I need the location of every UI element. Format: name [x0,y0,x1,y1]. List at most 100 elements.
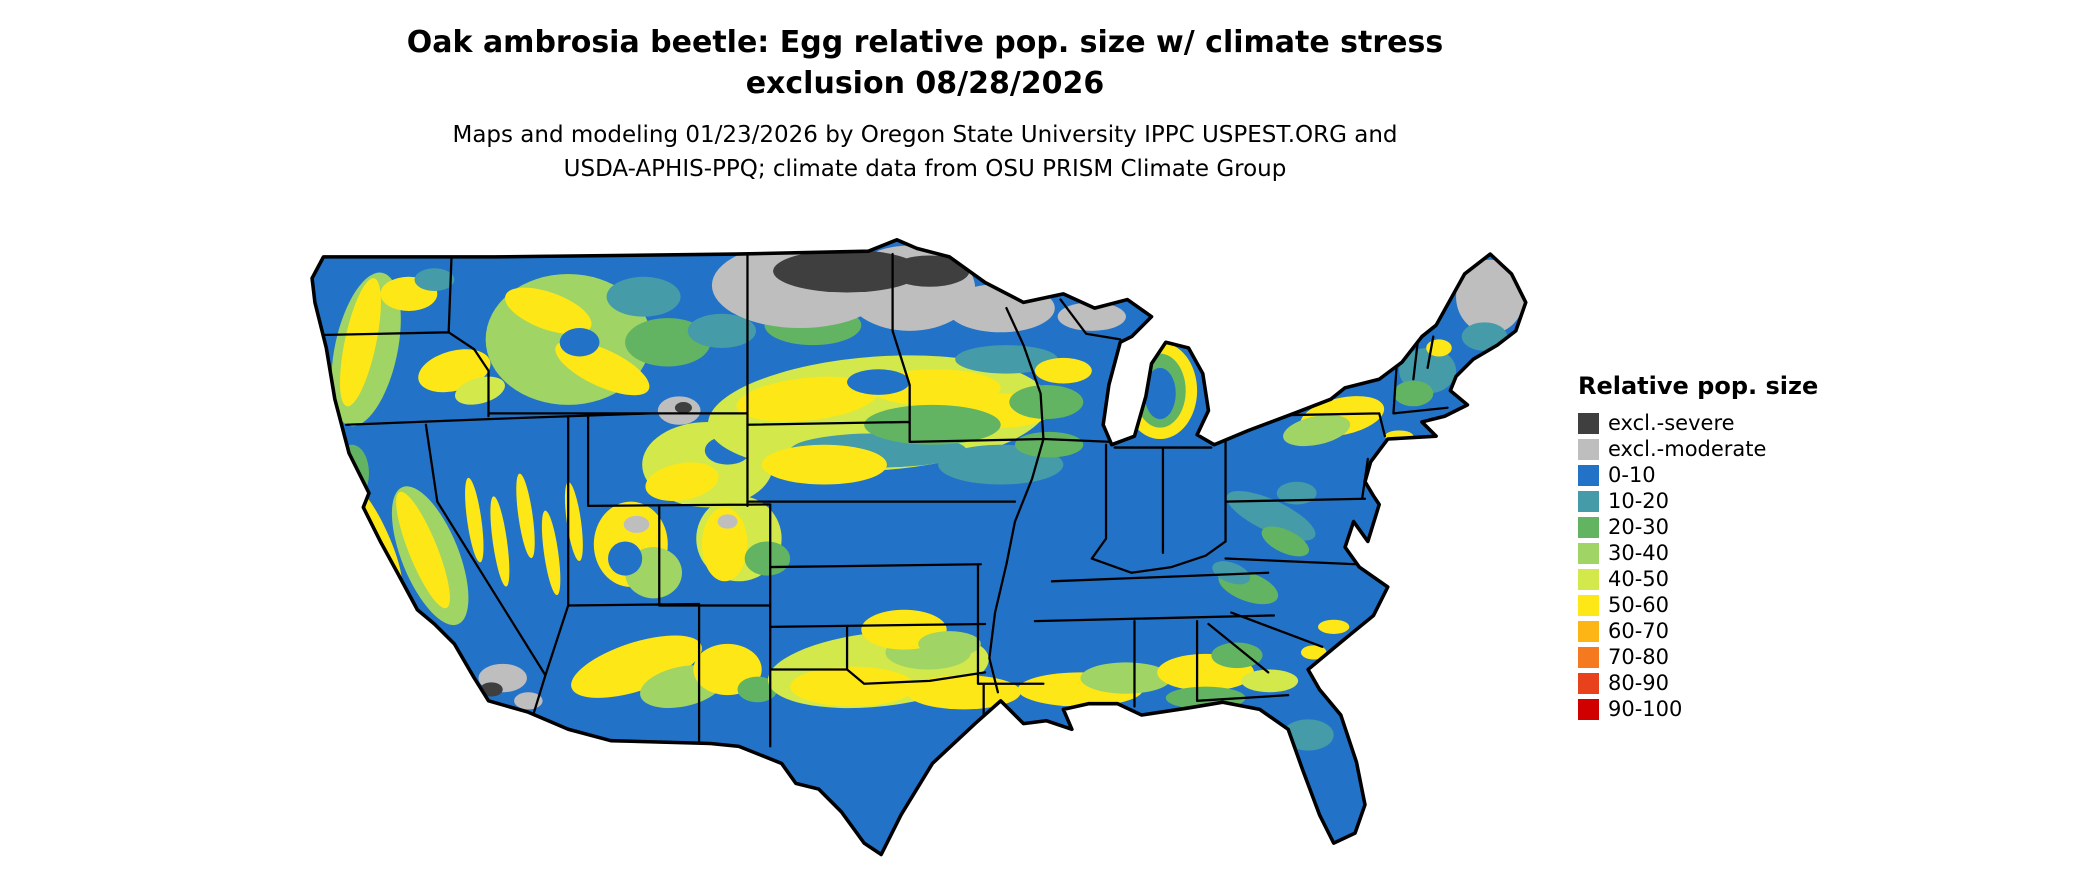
map-region [773,249,922,293]
us-map [295,216,1540,884]
legend-swatch [1578,516,1599,538]
map-region [396,491,450,609]
map-region [717,514,738,529]
legend-label: 70-80 [1608,645,1670,669]
map-region [559,328,600,357]
map-region [864,404,1001,445]
legend-swatch [1578,568,1599,590]
legend-item: excl.-moderate [1578,436,1818,462]
map-region [414,268,455,292]
chart-subtitle: Maps and modeling 01/23/2026 by Oregon S… [0,118,1850,186]
legend-label: 30-40 [1608,541,1670,565]
map-region [1461,322,1508,351]
legend-label: 40-50 [1608,567,1670,591]
map-region [1456,259,1525,334]
map-region [1300,645,1327,660]
legend-swatch [1578,620,1599,642]
legend-items: excl.-severe excl.-moderate 0-10 10-20 20-30… [1578,410,1818,722]
map-region [1241,669,1299,693]
map-region [737,676,778,703]
legend-swatch [1578,672,1599,694]
legend: Relative pop. size excl.-severe excl.-mod… [1578,372,1818,722]
map-region [490,496,510,587]
map-region [1212,561,1251,585]
map-region [761,444,887,485]
legend-item: 20-30 [1578,514,1818,540]
legend-swatch [1578,542,1599,564]
legend-label: excl.-moderate [1608,437,1767,461]
map-region [736,376,879,422]
map-region [1080,662,1172,694]
legend-label: excl.-severe [1608,411,1735,435]
map-region [1057,302,1126,331]
legend-item: 60-70 [1578,618,1818,644]
map-region [847,369,910,395]
map-region [1144,367,1176,420]
legend-item: 90-100 [1578,696,1818,722]
map-region [455,376,505,405]
legend-swatch [1578,464,1599,486]
legend-swatch [1578,646,1599,668]
legend-item: 40-50 [1578,566,1818,592]
map-region [1226,490,1316,541]
map-region [701,507,748,582]
map-region [674,402,692,414]
map-region [505,287,592,335]
legend-label: 90-100 [1608,697,1683,721]
map-region [1283,414,1351,447]
us-outline [310,238,1528,857]
map-region [1276,481,1317,505]
map-region [790,666,916,707]
legend-label: 20-30 [1608,515,1670,539]
map-region [645,462,719,502]
map-region [564,482,583,562]
map-region [1014,431,1084,458]
state-borders-group [313,252,1449,748]
legend-swatch [1578,594,1599,616]
state-borders-plains [746,252,1122,722]
legend-label: 0-10 [1608,463,1656,487]
legend-label: 80-90 [1608,671,1670,695]
legend-item: 30-40 [1578,540,1818,566]
map-region [541,510,561,596]
us-map-svg [310,238,1528,857]
map-region [1211,642,1263,669]
legend-item: 70-80 [1578,644,1818,670]
legend-item: 0-10 [1578,462,1818,488]
legend-item: 50-60 [1578,592,1818,618]
legend-swatch [1578,698,1599,720]
legend-swatch [1578,490,1599,512]
state-borders-west [313,252,772,748]
title-line-2: exclusion 08/28/2026 [745,66,1105,101]
map-region [623,515,650,533]
legend-swatch [1578,412,1599,434]
map-region [687,313,757,348]
legend-item: excl.-severe [1578,410,1818,436]
map-region [1282,719,1334,751]
map-region [608,541,643,576]
map-region [889,255,970,287]
legend-swatch [1578,438,1599,460]
state-borders-east [1033,326,1449,708]
map-region [1261,526,1310,557]
subtitle-line-1: Maps and modeling 01/23/2026 by Oregon S… [452,122,1398,148]
legend-label: 60-70 [1608,619,1670,643]
map-region [1034,357,1092,384]
title-line-1: Oak ambrosia beetle: Egg relative pop. s… [406,25,1444,60]
map-region [918,631,981,657]
legend-item: 10-20 [1578,488,1818,514]
chart-title: Oak ambrosia beetle: Egg relative pop. s… [0,22,1850,104]
subtitle-line-2: USDA-APHIS-PPQ; climate data from OSU PR… [563,156,1287,182]
map-region [339,278,381,407]
legend-label: 50-60 [1608,593,1670,617]
map-region [334,444,369,502]
legend-item: 80-90 [1578,670,1818,696]
map-region [606,276,681,317]
map-region [516,473,535,559]
map-region [571,635,702,698]
map-region [465,477,484,563]
map-region [1393,380,1434,407]
map-region [1318,619,1350,634]
map-region [744,541,791,576]
